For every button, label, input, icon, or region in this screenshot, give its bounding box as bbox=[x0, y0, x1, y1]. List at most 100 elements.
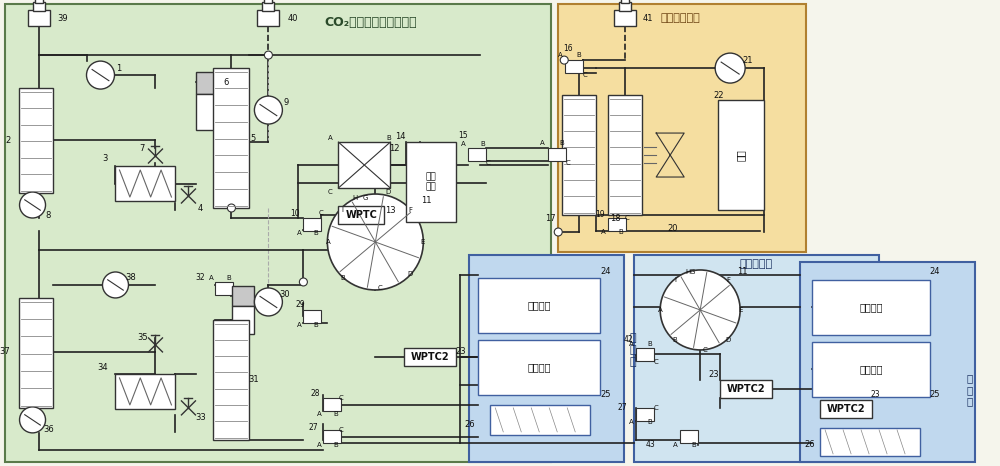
Bar bbox=[19, 88, 53, 193]
Text: B: B bbox=[386, 135, 391, 141]
Text: C: C bbox=[583, 72, 588, 78]
Text: 34: 34 bbox=[97, 363, 107, 372]
Text: 5: 5 bbox=[251, 134, 256, 143]
Circle shape bbox=[102, 272, 128, 298]
Bar bbox=[196, 94, 222, 130]
Text: I: I bbox=[341, 207, 343, 213]
Text: 14: 14 bbox=[395, 131, 406, 141]
Text: B: B bbox=[340, 275, 345, 281]
Bar bbox=[303, 218, 321, 231]
Text: 16: 16 bbox=[563, 44, 573, 53]
Text: 27: 27 bbox=[309, 424, 318, 432]
Text: 38: 38 bbox=[125, 274, 136, 282]
Bar bbox=[565, 60, 583, 73]
Text: 39: 39 bbox=[57, 14, 68, 23]
Text: 前端散热模块: 前端散热模块 bbox=[660, 13, 700, 23]
Text: 26: 26 bbox=[464, 420, 475, 429]
Circle shape bbox=[227, 204, 235, 212]
Text: 29: 29 bbox=[296, 301, 305, 309]
Text: WPTC2: WPTC2 bbox=[411, 352, 450, 362]
Bar bbox=[28, 10, 50, 26]
Bar bbox=[468, 148, 486, 161]
Bar bbox=[115, 374, 175, 409]
Bar bbox=[812, 280, 930, 335]
Text: CO₂间接型热泵集成模块: CO₂间接型热泵集成模块 bbox=[324, 16, 417, 28]
Text: C: C bbox=[319, 210, 324, 216]
Bar bbox=[404, 348, 456, 366]
Text: 1: 1 bbox=[116, 63, 121, 73]
Bar bbox=[215, 282, 233, 295]
Text: B: B bbox=[226, 275, 231, 281]
Text: C: C bbox=[486, 160, 491, 166]
Bar bbox=[257, 10, 279, 26]
Bar bbox=[478, 278, 600, 333]
Bar bbox=[800, 262, 975, 462]
Text: A: A bbox=[673, 442, 678, 448]
Text: 7: 7 bbox=[140, 144, 145, 152]
Text: A: A bbox=[558, 52, 563, 58]
Text: 驾驶室模块: 驾驶室模块 bbox=[740, 259, 773, 269]
Bar bbox=[264, 0, 272, 3]
Bar bbox=[213, 68, 249, 208]
Text: A: A bbox=[461, 141, 466, 147]
Text: B: B bbox=[480, 141, 485, 147]
Bar bbox=[720, 380, 772, 398]
Text: 2: 2 bbox=[5, 136, 11, 144]
Text: 13: 13 bbox=[385, 206, 396, 214]
Text: A: A bbox=[317, 411, 322, 417]
Text: 22: 22 bbox=[713, 90, 723, 100]
Text: 暖风芯体: 暖风芯体 bbox=[528, 362, 551, 372]
Text: B: B bbox=[692, 442, 697, 448]
Text: 17: 17 bbox=[545, 213, 555, 222]
Bar bbox=[338, 206, 384, 224]
Text: B: B bbox=[560, 140, 565, 146]
Text: C: C bbox=[703, 347, 708, 353]
Bar bbox=[558, 4, 806, 252]
Text: WPTC: WPTC bbox=[345, 210, 377, 220]
Text: 32: 32 bbox=[196, 274, 205, 282]
Text: 19: 19 bbox=[595, 210, 605, 219]
Bar bbox=[820, 400, 872, 418]
Text: WPTC2: WPTC2 bbox=[727, 384, 765, 394]
Bar bbox=[680, 430, 698, 443]
Text: A: A bbox=[297, 322, 302, 328]
Circle shape bbox=[20, 407, 46, 433]
Text: 33: 33 bbox=[195, 413, 206, 422]
Text: B: B bbox=[333, 442, 338, 448]
Text: 空
調
箱: 空 調 箱 bbox=[967, 373, 973, 406]
Bar bbox=[338, 142, 390, 188]
Bar bbox=[636, 408, 654, 421]
Text: E: E bbox=[420, 239, 425, 245]
Bar bbox=[490, 405, 590, 435]
Bar bbox=[548, 148, 566, 161]
Text: B: B bbox=[313, 322, 318, 328]
Bar bbox=[262, 2, 274, 11]
Text: A: A bbox=[328, 135, 333, 141]
Circle shape bbox=[254, 288, 282, 316]
Text: 电机: 电机 bbox=[736, 149, 746, 161]
Circle shape bbox=[554, 228, 562, 236]
Text: 28: 28 bbox=[311, 390, 320, 398]
Bar bbox=[213, 320, 249, 440]
Text: 4: 4 bbox=[198, 204, 203, 212]
Text: C: C bbox=[328, 189, 333, 195]
Text: 冷风芯体: 冷风芯体 bbox=[859, 302, 883, 312]
Text: 23: 23 bbox=[709, 370, 719, 379]
Text: C: C bbox=[654, 405, 659, 411]
Text: 40: 40 bbox=[287, 14, 298, 23]
Bar bbox=[634, 255, 879, 462]
Text: B: B bbox=[333, 411, 338, 417]
Text: A: A bbox=[629, 341, 634, 347]
Text: 12: 12 bbox=[389, 144, 400, 152]
Bar bbox=[35, 0, 43, 3]
Text: 31: 31 bbox=[248, 376, 259, 384]
Text: 23: 23 bbox=[455, 348, 466, 356]
Bar bbox=[478, 340, 600, 395]
Text: B: B bbox=[673, 337, 678, 343]
Text: WPTC2: WPTC2 bbox=[827, 404, 865, 414]
Circle shape bbox=[660, 270, 740, 350]
Circle shape bbox=[254, 96, 282, 124]
Text: A: A bbox=[601, 229, 606, 235]
Bar bbox=[562, 95, 596, 215]
Bar bbox=[5, 4, 551, 462]
